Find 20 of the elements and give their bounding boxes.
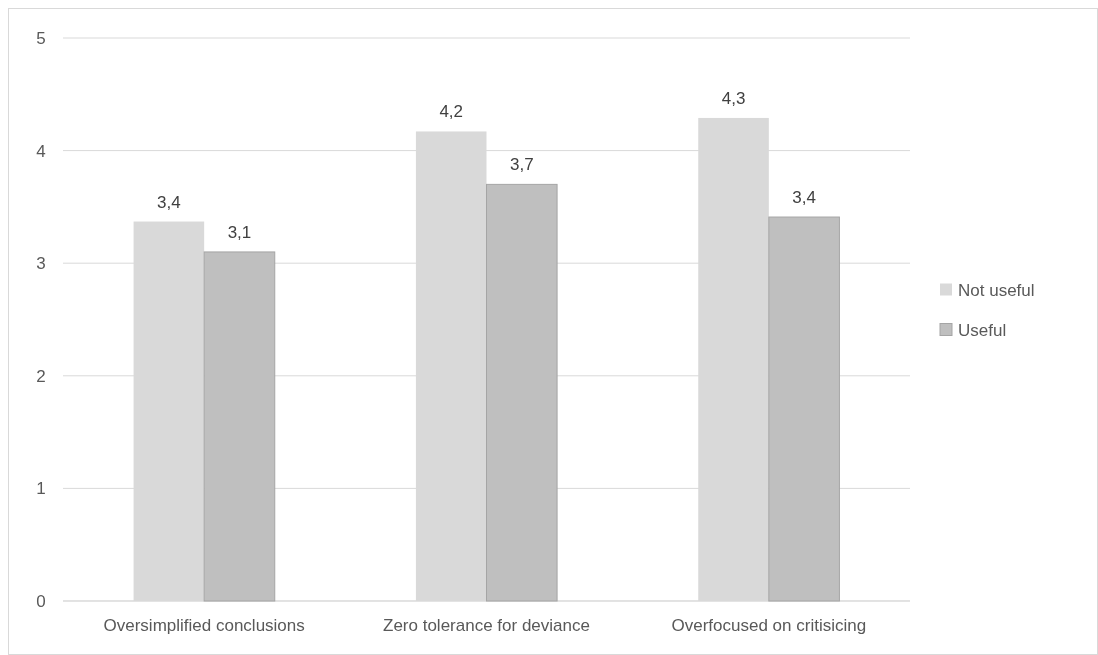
legend-label: Useful	[958, 320, 1007, 340]
y-tick-label: 1	[36, 479, 46, 499]
data-label: 3,7	[509, 155, 534, 175]
legend-label: Not useful	[958, 280, 1035, 300]
x-tick-label: Zero tolerance for deviance	[383, 616, 590, 635]
x-tick-label: Oversimplified conclusions	[103, 616, 305, 635]
x-tick-label: Overfocused on critisicing	[671, 616, 867, 635]
data-label: 3,4	[792, 188, 816, 208]
y-tick-label: 4	[36, 141, 46, 161]
bar	[486, 183, 558, 602]
y-tick-label: 5	[36, 29, 46, 48]
data-label: 3,1	[227, 222, 252, 242]
y-tick-label: 0	[36, 592, 46, 611]
y-tick-label: 2	[36, 366, 46, 386]
y-tick-label: 3	[36, 254, 46, 274]
data-label: 4,2	[439, 102, 464, 122]
bar	[203, 251, 276, 602]
bar	[768, 216, 840, 602]
data-label: 4,3	[721, 88, 746, 108]
data-label: 3,4	[157, 192, 181, 212]
